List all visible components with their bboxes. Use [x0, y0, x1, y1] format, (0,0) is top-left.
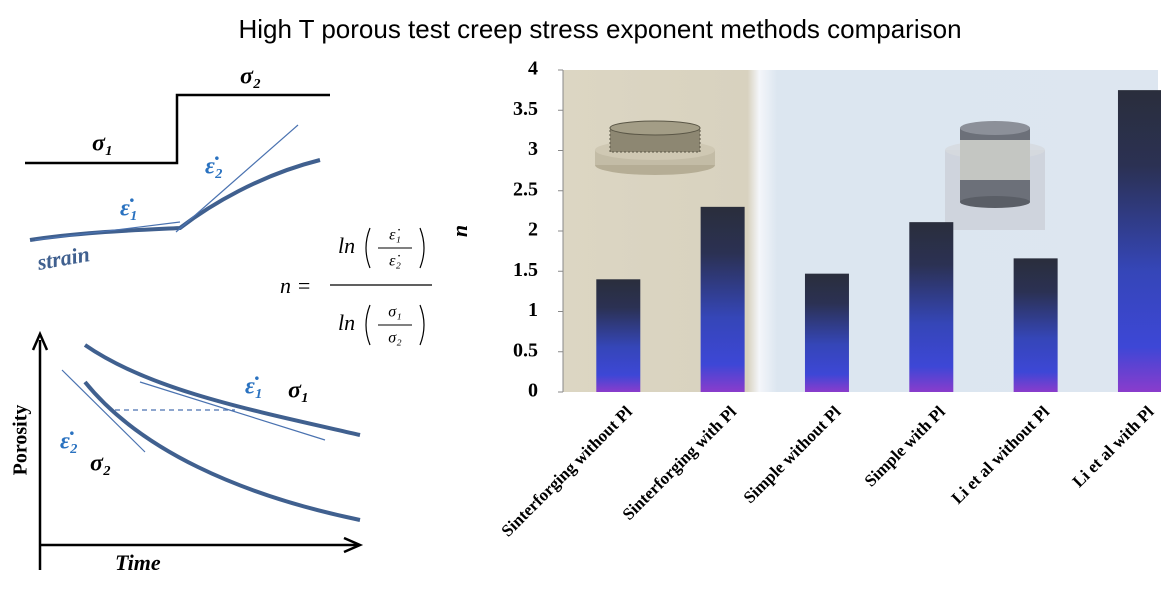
- formula: n = ln ε̇₁ ε̇₂ ln σ₁ σ₂: [280, 227, 432, 347]
- axis-label: Time: [115, 550, 161, 575]
- porosity-curve: [83, 380, 361, 522]
- bar: [596, 279, 641, 392]
- y-tick-label: 1: [528, 299, 538, 321]
- sigma-label: σ₂: [90, 451, 111, 477]
- y-tick-label: 2: [528, 219, 538, 241]
- y-tick-label: 3: [528, 138, 538, 160]
- x-tick-label: Sinterforging without Pl: [498, 402, 637, 541]
- strain-curve: [29, 158, 321, 242]
- formula-ln: ln: [338, 233, 355, 258]
- bar: [804, 273, 849, 392]
- axis-label: Porosity: [10, 405, 32, 476]
- y-tick-label: 3.5: [513, 98, 538, 120]
- y-axis-label: n: [447, 225, 472, 237]
- formula-term: ε̇₂: [389, 253, 401, 270]
- sigma-label: σ₁: [92, 131, 113, 157]
- porosity-curve: [83, 343, 361, 437]
- sinterforging-icon: [595, 120, 715, 175]
- simple-icon: [945, 121, 1045, 230]
- x-tick-label: Simple without Pl: [740, 402, 845, 507]
- y-tick-label: 2.5: [513, 178, 538, 200]
- formula-term: ε̇₁: [389, 227, 401, 244]
- plot-background: [563, 70, 1158, 392]
- bar: [1117, 90, 1161, 392]
- y-tick-label: 0.5: [513, 339, 538, 361]
- x-tick-label: Li et al without Pl: [948, 402, 1054, 508]
- y-tick-label: 1.5: [513, 259, 538, 281]
- bar: [1013, 258, 1058, 392]
- y-tick-label: 0: [528, 380, 538, 402]
- tangent-1: [34, 221, 181, 241]
- x-tick-label: Simple with Pl: [861, 402, 949, 490]
- rate-label: ε̇₁: [245, 374, 263, 400]
- bar: [909, 222, 954, 392]
- rate-label: ε̇₁: [120, 196, 138, 222]
- curve-label: strain: [34, 241, 91, 275]
- x-tick-label: Sinterforging with Pl: [619, 402, 741, 524]
- rate-label: ε̇₂: [205, 154, 223, 180]
- formula-term: σ₁: [388, 304, 401, 321]
- y-tick-label: 4: [528, 58, 538, 80]
- tangent-2: [175, 124, 299, 233]
- formula-lhs: n =: [280, 273, 311, 298]
- bar: [700, 206, 745, 392]
- formula-ln: ln: [338, 310, 355, 335]
- sigma-label: σ₂: [240, 64, 261, 90]
- sigma-label: σ₁: [288, 378, 309, 404]
- stress-step: [25, 93, 330, 165]
- x-tick-label: Li et al with Pl: [1069, 402, 1158, 491]
- chart-title: High T porous test creep stress exponent…: [238, 14, 961, 44]
- formula-term: σ₂: [388, 330, 402, 347]
- rate-label: ε̇₂: [60, 429, 78, 455]
